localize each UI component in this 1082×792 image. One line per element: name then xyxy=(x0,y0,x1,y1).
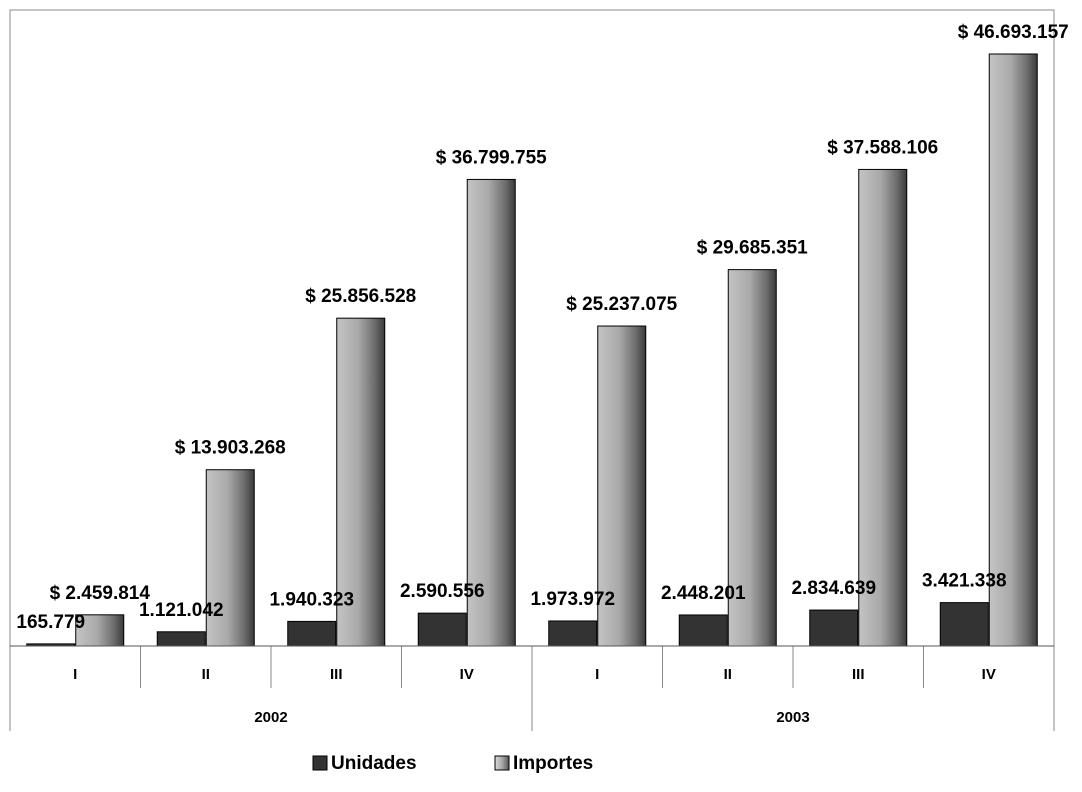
data-label-unidades: 165.779 xyxy=(16,612,85,633)
legend-label-unidades: Unidades xyxy=(331,753,417,774)
bar-unidades xyxy=(809,609,859,647)
tick-label-year: 2002 xyxy=(254,709,287,726)
data-label-unidades: 3.421.338 xyxy=(922,571,1007,592)
tick-label-year: 2003 xyxy=(776,709,809,726)
data-label-importes: $ 25.856.528 xyxy=(305,286,416,307)
bar-importes xyxy=(858,168,908,647)
bar-unidades xyxy=(548,620,598,647)
legend-label-importes: Importes xyxy=(513,753,593,774)
legend-swatch-unidades xyxy=(312,755,328,771)
bar-importes xyxy=(75,614,125,647)
data-label-unidades: 1.940.323 xyxy=(269,589,354,610)
data-label-importes: $ 2.459.814 xyxy=(50,583,151,604)
data-label-unidades: 2.590.556 xyxy=(400,581,485,602)
tick-label-quarter: III xyxy=(330,666,343,683)
bar-unidades xyxy=(287,620,337,647)
bar-importes xyxy=(336,317,386,647)
data-label-importes: $ 29.685.351 xyxy=(697,238,808,259)
data-label-importes: $ 13.903.268 xyxy=(175,438,286,459)
data-label-importes: $ 36.799.755 xyxy=(436,147,547,168)
tick-label-quarter: IV xyxy=(982,666,996,683)
bar-unidades xyxy=(417,612,467,647)
bar-unidades xyxy=(939,602,989,647)
data-label-importes: $ 37.588.106 xyxy=(827,137,938,158)
data-label-importes: $ 25.237.075 xyxy=(566,294,677,315)
data-label-unidades: 2.834.639 xyxy=(791,578,876,599)
tick-label-quarter: I xyxy=(73,666,77,683)
bar-unidades xyxy=(156,631,206,647)
legend-swatch-importes xyxy=(494,755,510,771)
tick-label-quarter: IV xyxy=(460,666,474,683)
tick-label-quarter: III xyxy=(852,666,865,683)
data-label-unidades: 2.448.201 xyxy=(661,583,746,604)
bar-importes xyxy=(988,53,1038,647)
bar-importes xyxy=(466,178,516,647)
bar-importes xyxy=(205,469,255,647)
tick-label-quarter: I xyxy=(595,666,599,683)
bar-unidades xyxy=(678,614,728,647)
data-label-importes: $ 46.693.157 xyxy=(958,22,1069,43)
tick-label-quarter: II xyxy=(202,666,210,683)
data-label-unidades: 1.121.042 xyxy=(139,600,224,621)
tick-label-quarter: II xyxy=(724,666,732,683)
data-label-unidades: 1.973.972 xyxy=(530,589,615,610)
